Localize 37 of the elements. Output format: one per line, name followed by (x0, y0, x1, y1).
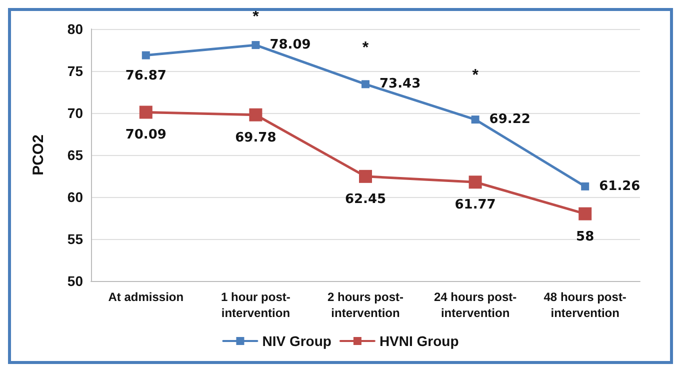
point (142, 51, 150, 60)
point (581, 182, 590, 190)
y-tick-label: 65 (67, 147, 84, 163)
y-tick-label: 80 (67, 21, 84, 37)
y-tick-label: 50 (67, 273, 84, 289)
x-tick-label: 48 hours post-intervention (544, 290, 626, 320)
data-label: 69.78 (235, 130, 276, 146)
data-label: 58 (576, 229, 594, 244)
x-tick-label: At admission (108, 290, 184, 304)
data-label: 61.77 (454, 198, 496, 213)
point (139, 106, 152, 119)
data-label: 76.87 (125, 68, 166, 84)
data-label: 70.09 (125, 128, 166, 143)
annotation: * (362, 40, 370, 57)
y-tick-label: 75 (67, 63, 84, 79)
x-tick-label: 2 hours post-intervention (327, 290, 404, 320)
y-tick-label: 55 (67, 231, 84, 247)
legend-label: NIV Group (262, 333, 332, 349)
point (249, 108, 262, 122)
data-label: 69.22 (489, 112, 530, 128)
point (471, 116, 480, 124)
point (578, 207, 592, 220)
legend-label: HVNI Group (379, 333, 459, 349)
x-tick-label: 1 hour post-intervention (221, 290, 290, 320)
y-axis-title: PCO2 (30, 134, 47, 176)
point (468, 176, 482, 189)
point (252, 41, 260, 50)
y-tick-label: 60 (67, 189, 84, 205)
x-tick-label: 24 hours post-intervention (434, 290, 517, 320)
data-label: 62.45 (344, 192, 386, 207)
point (359, 170, 372, 183)
data-label: 73.43 (380, 76, 421, 92)
data-label: 61.26 (599, 178, 640, 194)
annotation: * (472, 67, 480, 84)
data-label: 78.09 (270, 38, 311, 53)
point (362, 80, 370, 88)
y-tick-label: 70 (67, 105, 84, 121)
